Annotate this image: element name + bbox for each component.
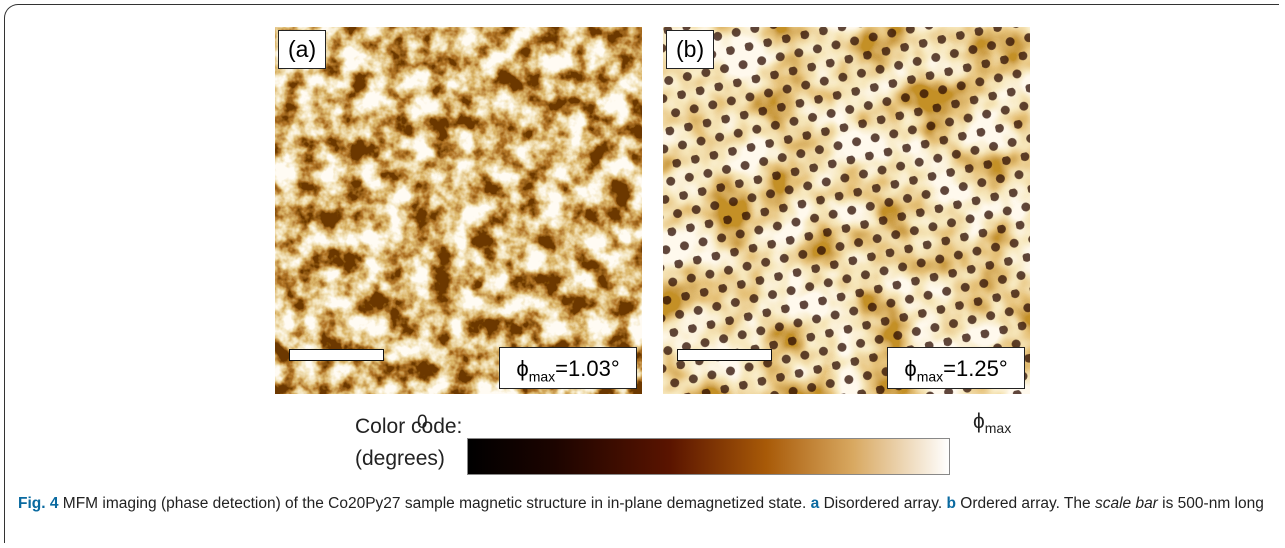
caption-term: scale bar [1095,495,1158,512]
phi-value: =1.25° [943,356,1007,381]
phi-max: ϕmax=1.03° [499,347,637,389]
color-bar [467,438,950,475]
phi-symbol: ϕ [516,356,528,381]
scale-bar [289,349,384,361]
caption-text: MFM imaging (phase detection) of the Co2… [63,495,807,512]
caption-text: Disordered array. [824,495,943,512]
page: {"panels": [ {"label": "(a)", "phi_symbo… [0,0,1285,548]
caption: Fig. 4 MFM imaging (phase detection) of … [18,490,1273,517]
phi-symbol: ϕ [973,410,985,433]
phi-sub: max [985,420,1011,436]
phi-symbol: ϕ [904,356,916,381]
mfm-image [275,27,642,394]
caption-text: Ordered array. The [960,495,1090,512]
mfm-image [663,27,1030,394]
phi-sub: max [529,368,555,384]
color-code-label: Color code: [355,415,462,439]
panel-label: (a) [278,30,326,69]
caption-text: is 500-nm long [1162,495,1264,512]
phi-sub: max [917,368,943,384]
panel-label: (b) [666,30,714,69]
phi-value: =1.03° [555,356,619,381]
part-label: b [946,495,955,512]
panel-b: (b) ϕmax=1.25° [663,27,1030,394]
phi-max: ϕmax=1.25° [887,347,1025,389]
color-max: ϕmax [973,410,1011,436]
color-code-unit: (degrees) [355,447,445,471]
color-min: 0 [417,412,428,434]
scale-bar [677,349,772,361]
part-label: a [811,495,820,512]
panel-a: (a) ϕmax=1.03° [275,27,642,394]
fig-label: Fig. 4 [18,495,58,512]
